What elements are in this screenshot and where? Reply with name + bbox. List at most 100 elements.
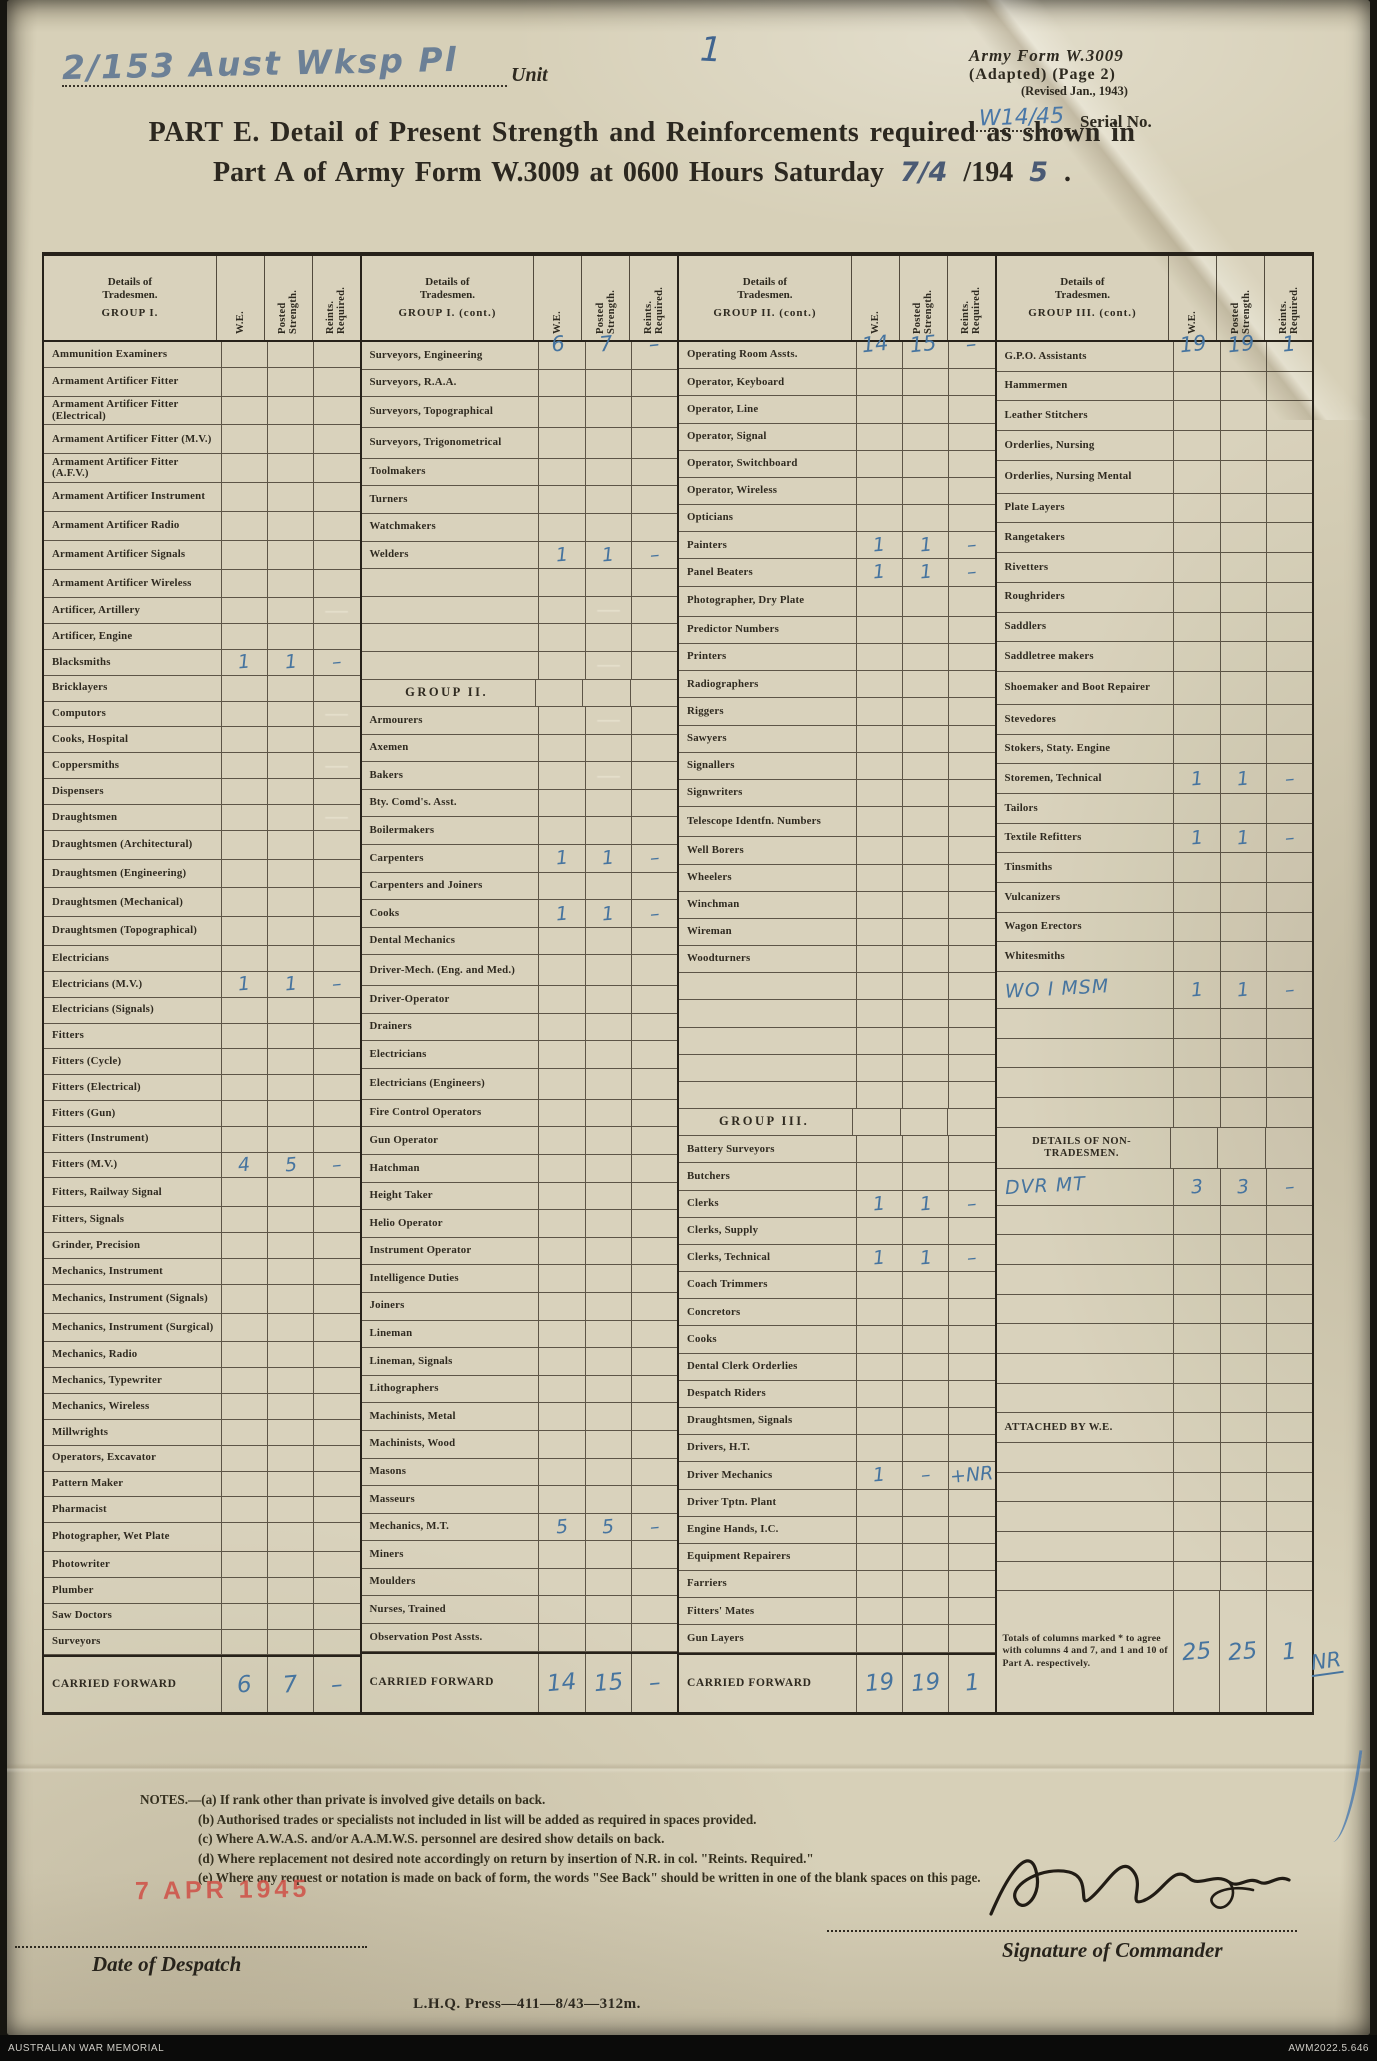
trade-label: Engine Hands, I.C. <box>679 1517 856 1543</box>
trade-label <box>362 569 539 596</box>
we-cell: 4 <box>220 1152 267 1178</box>
column-header: Details of Tradesmen. GROUP I. W.E. Post… <box>44 256 360 342</box>
reints-carryover-hand: – <box>964 331 978 357</box>
handwritten-value: – <box>331 1153 343 1177</box>
posted-cell <box>267 1419 313 1445</box>
table-row: Armament Artificer Fitter <box>44 367 360 397</box>
trade-label: Bakers <box>362 762 539 789</box>
trade-label: Photographer, Wet Plate <box>44 1523 221 1551</box>
we-cell <box>855 1000 902 1027</box>
we-cell <box>220 569 267 598</box>
trade-label: Mechanics, Radio <box>44 1342 221 1367</box>
reints-cell <box>1265 1038 1312 1068</box>
reints-header: Reints. Required. <box>311 256 360 340</box>
trade-label: GROUP III. <box>679 1109 852 1135</box>
posted-cell <box>584 342 631 369</box>
trade-label-text: Armament Artificer Signals <box>52 547 186 560</box>
posted-cell <box>899 1109 947 1136</box>
trade-label-text: Dental Clerk Orderlies <box>687 1359 798 1372</box>
blank-row <box>361 624 677 652</box>
reints-cell <box>313 367 359 396</box>
posted-header: Posted Strength. <box>263 256 312 340</box>
table-row: Radiographers <box>679 671 995 699</box>
handwritten-value: 3 <box>1189 1175 1204 1199</box>
posted-cell <box>267 1629 313 1655</box>
we-cell <box>855 918 902 946</box>
note-line: (b) Authorised trades or specialists not… <box>198 1811 757 1827</box>
trade-label-text: Equipment Repairers <box>687 1550 791 1563</box>
blank-row <box>679 1054 995 1082</box>
posted-cell <box>584 513 631 541</box>
trade-label-text: Coach Trimmers <box>687 1278 768 1291</box>
column-header: Details of Tradesmen. GROUP I. (cont.) W… <box>361 256 677 357</box>
trade-label-text: Storemen, Technical <box>1004 771 1102 784</box>
table-row: Equipment Repairers <box>679 1543 995 1572</box>
trade-label <box>679 1055 856 1081</box>
trade-label: Armament Artificer Instrument <box>44 483 221 511</box>
trade-label-text: Artificer, Engine <box>52 629 133 642</box>
trade-label: Fitters (M.V.) <box>44 1153 221 1178</box>
handwritten-value: 1 <box>237 650 252 674</box>
posted-cell <box>267 425 313 454</box>
table-row: Printers <box>679 644 995 672</box>
posted-cell: — <box>584 707 631 734</box>
trade-label-text: Armament Artificer Fitter (Electrical) <box>52 398 179 422</box>
trade-label-text: Clerks <box>687 1196 719 1209</box>
reints-cell <box>948 586 994 616</box>
posted-cell <box>582 679 629 707</box>
handwritten-value: 1 <box>554 543 569 567</box>
trade-label-text: Armament Artificer Fitter (M.V.) <box>52 432 212 445</box>
table-row: Draughtsmen (Mechanical) <box>44 888 360 918</box>
posted-cell: — <box>584 762 631 789</box>
we-cell <box>855 1326 902 1353</box>
reints-cell <box>948 725 994 752</box>
group-title: GROUP III. (cont.) <box>1028 306 1137 319</box>
trade-label-text: Blacksmiths <box>52 655 111 668</box>
reints-cell <box>313 1207 359 1233</box>
trade-label-text: Draughtsmen (Engineering) <box>52 866 187 879</box>
posted-cell <box>902 586 948 616</box>
trade-label-text: CARRIED FORWARD <box>687 1676 812 1689</box>
trade-label: Signallers <box>679 753 856 779</box>
trade-label-text: Axemen <box>369 741 409 754</box>
trade-label-text: DETAILS OF NON-TRADESMEN. <box>1032 1135 1132 1159</box>
reints-cell: +NR <box>948 1462 994 1489</box>
table-row: Driver-Mech. (Eng. and Med.) <box>361 955 677 987</box>
serial-line: W14/45 Serial No. <box>969 104 1229 132</box>
trade-label: Mechanics, Instrument <box>44 1259 221 1284</box>
table-row: Coach Trimmers <box>679 1272 995 1300</box>
reints-cell <box>630 762 677 789</box>
we-cell <box>538 1375 584 1403</box>
table-row: Toolmakers <box>361 458 677 487</box>
details-header: Details of Tradesmen. GROUP III. (cont.) <box>997 256 1169 340</box>
reints-cell <box>313 1419 359 1445</box>
table-row: Photographer, Dry Plate <box>679 586 995 617</box>
table-row: Machinists, Metal <box>361 1403 677 1431</box>
we-cell <box>538 624 584 651</box>
reints-cell: – <box>948 1190 994 1217</box>
posted-cell <box>584 1348 631 1375</box>
table-row: Grinder, Precision <box>44 1233 360 1259</box>
trade-label-text: Opticians <box>687 511 734 524</box>
we-cell <box>855 698 902 725</box>
posted-cell <box>267 483 313 511</box>
reints-cell <box>630 1265 677 1292</box>
we-cell <box>538 1154 584 1182</box>
reints-cell <box>948 1136 994 1163</box>
reints-header-label: Reints. Required. <box>1277 286 1300 334</box>
details-header: Details of Tradesmen. GROUP II. (cont.) <box>679 256 851 340</box>
trade-label: Electricians (M.V.) <box>44 972 221 997</box>
trade-label-text: Mechanics, Instrument (Surgical) <box>52 1320 214 1333</box>
we-cell <box>220 1629 267 1655</box>
reints-cell <box>1265 1383 1312 1413</box>
trade-label <box>362 652 539 679</box>
reints-cell <box>948 1299 994 1326</box>
we-header: W.E. 14 <box>850 256 899 357</box>
posted-cell <box>584 986 631 1013</box>
trade-label: Surveyors, Trigonometrical <box>362 428 539 458</box>
reints-cell: – <box>948 532 994 559</box>
we-cell <box>538 1182 584 1210</box>
reints-cell <box>947 1109 994 1136</box>
table-row: Rivetters <box>996 553 1312 583</box>
table-row: Operator, Keyboard <box>679 369 995 397</box>
